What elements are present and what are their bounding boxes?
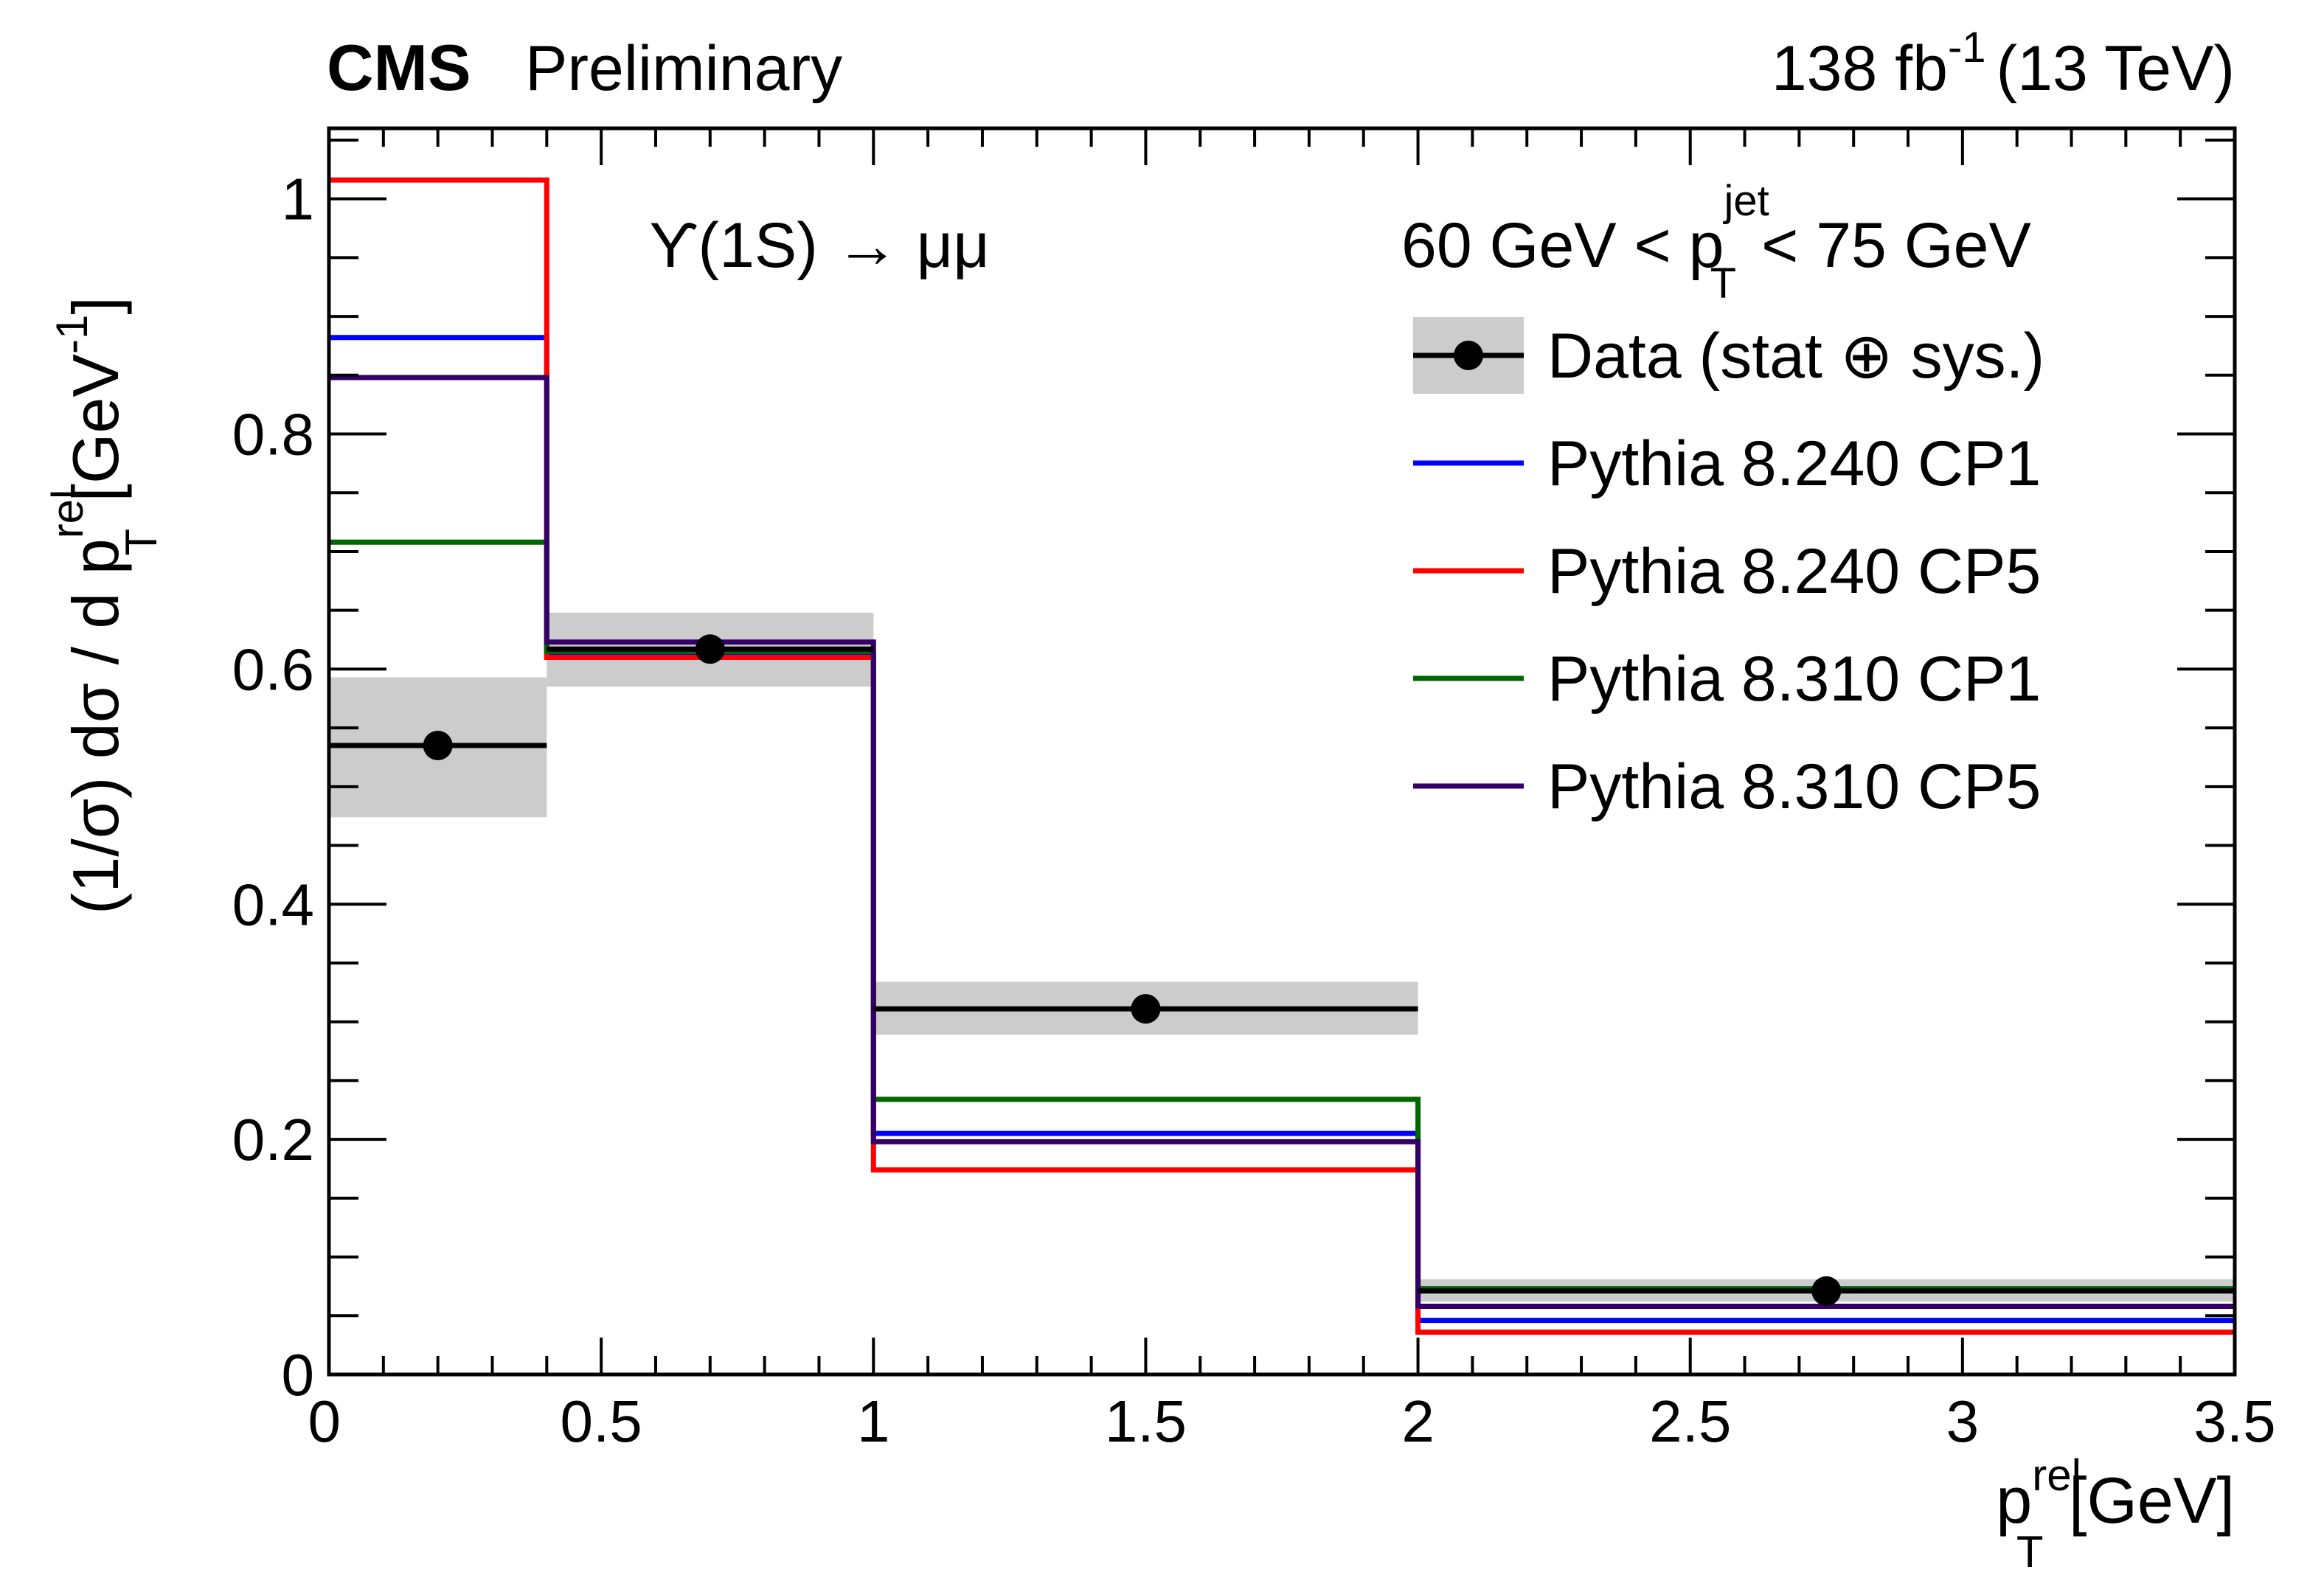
y-axis-title: (1/σ) dσ / d prel T [GeV-1] xyxy=(43,296,166,914)
lumi-energy: (13 TeV) xyxy=(1997,33,2235,104)
y-tick-labels: 0 0.2 0.4 0.6 0.8 1 xyxy=(232,167,314,1408)
x-title-unit: [GeV] xyxy=(2051,1464,2235,1537)
data-point xyxy=(695,634,725,664)
data-uncertainty-bands xyxy=(329,612,2235,1302)
status-label: Preliminary xyxy=(525,33,842,104)
x-title-sub: T xyxy=(2016,1527,2044,1577)
x-tick-label: 3 xyxy=(1946,1388,1980,1454)
y-title-sup: rel xyxy=(43,490,92,539)
jet-cut-right: < 75 GeV xyxy=(1744,210,2031,281)
lumi-exponent: -1 xyxy=(1948,24,1986,72)
y-tick-label: 0.6 xyxy=(232,636,314,702)
y-title-unit-exp: -1 xyxy=(47,315,97,354)
lumi-label: 138 fb-1 (13 TeV) xyxy=(1772,24,2235,104)
jet-cut-left: 60 GeV < p xyxy=(1401,210,1724,281)
histogram-pythia-8-310-cp5 xyxy=(329,375,2235,1310)
legend: Data (stat ⊕ sys.) Pythia 8.240 CP1 Pythia… xyxy=(1413,317,2044,822)
x-tick-label: 0.5 xyxy=(561,1388,642,1454)
x-axis-title: prel T [GeV] xyxy=(1996,1450,2235,1577)
legend-label: Pythia 8.310 CP5 xyxy=(1547,751,2041,822)
mc-histograms xyxy=(329,177,2235,1335)
x-tick-label: 0 xyxy=(308,1388,341,1454)
x-tick-label: 1.5 xyxy=(1105,1388,1187,1454)
legend-label: Pythia 8.240 CP5 xyxy=(1547,536,2041,607)
jet-pt-range-label: 60 GeV < pjet T < 75 GeV xyxy=(1401,177,2031,307)
data-points xyxy=(329,634,2235,1306)
y-title-unit: [GeV xyxy=(59,354,132,520)
y-title-sub: T xyxy=(117,529,166,556)
plot-frame xyxy=(327,126,2237,1377)
data-point xyxy=(1131,994,1161,1024)
x-tick-label: 2 xyxy=(1401,1388,1435,1454)
legend-label: Pythia 8.240 CP1 xyxy=(1547,428,2041,499)
data-point xyxy=(423,731,453,761)
x-tick-label: 1 xyxy=(857,1388,890,1454)
lumi-value: 138 fb xyxy=(1772,33,1948,104)
legend-label: Pythia 8.310 CP1 xyxy=(1547,644,2041,715)
x-tick-labels: 0 0.5 1 1.5 2 2.5 3 3.5 xyxy=(308,1388,2276,1454)
y-title-close: ] xyxy=(59,296,132,314)
x-title-p: p xyxy=(1996,1464,2032,1537)
y-tick-label: 0.8 xyxy=(232,402,314,468)
x-title-sup: rel xyxy=(2032,1450,2081,1500)
legend-label: Data (stat ⊕ sys.) xyxy=(1547,321,2044,392)
y-title-main: (1/σ) dσ / d p xyxy=(59,538,132,914)
data-point xyxy=(1811,1276,1842,1306)
y-tick-label: 0.2 xyxy=(232,1107,314,1172)
process-label: ϒ(1S) → μμ xyxy=(649,210,990,281)
x-tick-label: 3.5 xyxy=(2193,1388,2275,1454)
y-tick-label: 0 xyxy=(282,1342,315,1408)
jet-cut-sub: T xyxy=(1710,260,1736,307)
y-tick-label: 0.4 xyxy=(232,872,314,937)
y-tick-label: 1 xyxy=(282,167,315,232)
legend-data-marker xyxy=(1454,341,1483,370)
jet-cut-sup: jet xyxy=(1722,177,1769,225)
x-tick-label: 2.5 xyxy=(1649,1388,1731,1454)
axis-ticks xyxy=(327,128,2236,1376)
experiment-label: CMS xyxy=(327,31,471,104)
